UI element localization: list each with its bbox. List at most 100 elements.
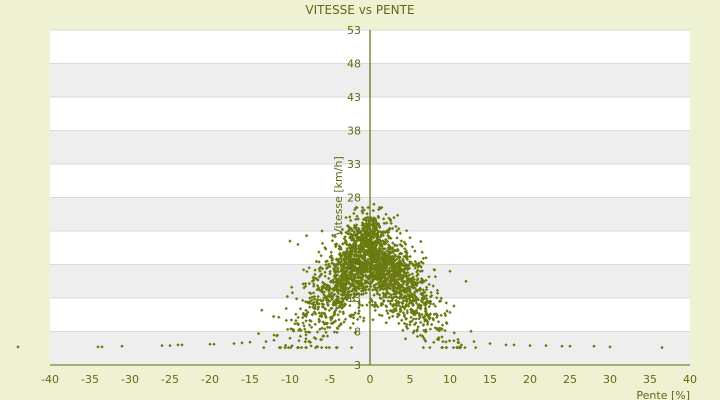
data-point: [660, 345, 664, 350]
data-point: [373, 253, 377, 257]
data-point: [376, 214, 380, 218]
data-point: [354, 217, 358, 221]
data-point: [419, 239, 423, 244]
data-point: [176, 343, 180, 347]
y-tick-label: 8: [354, 326, 361, 339]
data-point: [366, 222, 370, 227]
x-tick-label: -15: [241, 373, 259, 386]
data-point: [376, 229, 380, 233]
data-point: [368, 237, 372, 241]
data-point: [349, 236, 353, 240]
data-point: [371, 208, 375, 213]
data-point: [208, 342, 212, 346]
data-point: [360, 248, 364, 252]
data-point: [413, 249, 417, 253]
data-point: [402, 254, 406, 259]
data-point: [408, 254, 412, 259]
data-point: [374, 238, 378, 243]
data-point: [393, 243, 397, 247]
x-tick-labels: -40 -35 -30 -25 -20 -15 -10 -5 0 5 10 15 20 25 30 35 40: [41, 373, 697, 386]
data-point: [592, 344, 596, 348]
x-tick-label: -25: [161, 373, 179, 386]
data-point: [352, 211, 356, 216]
data-point: [377, 246, 381, 250]
data-point: [212, 342, 216, 346]
data-point: [16, 345, 20, 349]
data-point: [368, 220, 372, 225]
data-point: [232, 341, 236, 346]
data-point: [382, 241, 386, 245]
data-point: [347, 252, 351, 256]
data-point: [350, 252, 354, 256]
y-tick-label: 3: [354, 359, 361, 372]
data-point: [240, 341, 244, 345]
data-point: [384, 237, 388, 242]
data-point: [360, 221, 365, 225]
y-tick-label: 48: [347, 58, 361, 71]
y-tick-label: 13: [347, 292, 361, 305]
data-point: [358, 243, 363, 247]
x-tick-label: 20: [523, 373, 537, 386]
data-point: [96, 345, 100, 349]
data-point: [379, 233, 383, 237]
x-tick-label: -10: [281, 373, 299, 386]
data-point: [372, 216, 376, 220]
y-axis-title: Vitesse [km/h]: [332, 156, 345, 236]
y-tick-label: 38: [347, 125, 361, 138]
data-point: [377, 252, 382, 256]
x-tick-label: 30: [603, 373, 617, 386]
data-point: [369, 244, 373, 248]
data-point: [355, 228, 359, 232]
data-point: [355, 238, 359, 243]
x-axis-title: Pente [%]: [636, 389, 690, 400]
data-point: [342, 253, 346, 257]
data-point: [376, 249, 381, 253]
data-point: [359, 255, 363, 259]
x-tick-label: 25: [563, 373, 577, 386]
data-point: [248, 340, 252, 344]
data-point: [340, 227, 345, 232]
data-point: [394, 224, 398, 229]
data-point: [378, 225, 382, 229]
x-tick-label: -20: [201, 373, 219, 386]
data-point: [380, 250, 384, 254]
data-point: [100, 345, 104, 349]
y-tick-label: 18: [347, 259, 361, 272]
y-tick-label: 28: [347, 192, 361, 205]
y-tick-label: 53: [347, 24, 361, 37]
data-point: [351, 229, 355, 233]
data-point: [354, 249, 359, 253]
data-point: [346, 229, 350, 233]
x-tick-label: 40: [683, 373, 697, 386]
y-tick-label: 33: [347, 158, 361, 171]
data-point: [319, 254, 323, 258]
data-point: [544, 343, 548, 348]
data-point: [391, 249, 395, 253]
data-point: [369, 234, 373, 239]
data-point: [365, 233, 369, 238]
data-point: [568, 344, 572, 348]
data-point: [363, 216, 367, 221]
x-tick-label: -30: [121, 373, 139, 386]
x-tick-label: 15: [483, 373, 497, 386]
data-point: [349, 232, 353, 236]
data-point: [388, 247, 393, 251]
data-point: [378, 238, 382, 243]
data-point: [387, 228, 391, 232]
data-point: [389, 251, 393, 255]
data-point: [391, 241, 395, 245]
data-point: [395, 229, 399, 233]
data-point: [373, 229, 377, 233]
data-point: [348, 215, 352, 219]
data-point: [381, 247, 385, 251]
data-point: [355, 205, 359, 210]
x-tick-label: 35: [643, 373, 657, 386]
data-point: [330, 239, 335, 243]
data-point: [160, 343, 164, 348]
data-point: [366, 215, 370, 220]
x-tick-label: -35: [81, 373, 99, 386]
data-point: [344, 250, 348, 254]
data-point: [386, 230, 391, 235]
